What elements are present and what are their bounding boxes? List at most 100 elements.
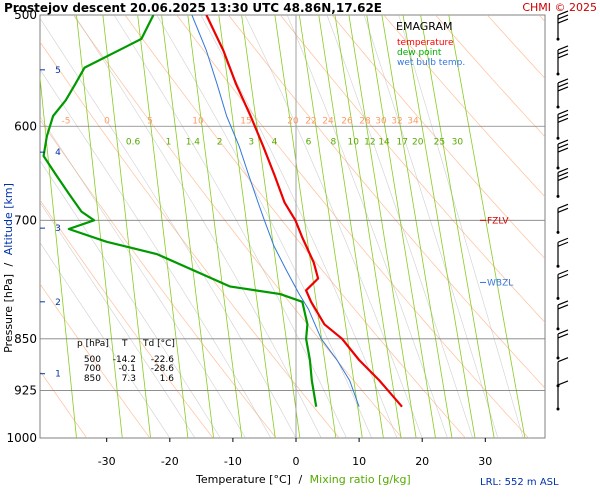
wind-barb-feather (557, 269, 569, 275)
mixing-ratio-line (298, 15, 363, 438)
moist-adiabat-line (40, 68, 272, 438)
mixing-ratio-label: 10 (348, 137, 360, 147)
y-axis-title-pressure: Pressure [hPa] (2, 274, 15, 353)
theta-label: 28 (359, 116, 371, 126)
svg-text:Pressure [hPa] / A: Pressure [hPa] / Altitude [km] (2, 183, 15, 353)
temperature-tick-label: -30 (98, 455, 116, 468)
pressure-tick-label: 500 (14, 8, 37, 22)
dry-adiabat-line (40, 199, 214, 438)
theta-label: 10 (192, 116, 204, 126)
wind-barb-feather (557, 113, 569, 119)
wind-barb-feather (557, 14, 569, 20)
moist-adiabat-line (40, 116, 246, 438)
x-axis-title-mixing: Mixing ratio [g/kg] (310, 473, 411, 486)
theta-label: 34 (407, 116, 419, 126)
theta-label: 5 (147, 116, 153, 126)
temperature-curve (205, 15, 403, 408)
wind-barb (556, 167, 569, 198)
pressure-tick-label: 925 (14, 383, 37, 397)
wind-barb-feather (557, 329, 569, 335)
pressure-ticks: 500 600 700 850 925 1000 (6, 8, 37, 445)
wind-barb (556, 109, 569, 140)
wind-barb (556, 380, 569, 411)
mixing-ratio-line (420, 15, 495, 438)
table-cell: 850 (84, 374, 101, 384)
temperature-tick-label: 30 (478, 455, 492, 468)
wind-barb (556, 237, 569, 268)
wind-barb-feather (557, 117, 569, 123)
pressure-tick-label: 850 (14, 332, 37, 346)
mixing-ratio-label: 17 (397, 137, 408, 147)
fzlv-marker: FZLV (480, 216, 509, 226)
mixing-ratio-line (334, 15, 402, 438)
table-cell: -14.2 (113, 355, 136, 365)
mixing-ratio-line (241, 15, 301, 438)
wind-barb-feather (557, 45, 569, 51)
wind-barb-dot (556, 296, 560, 300)
dry-adiabat-line (279, 15, 545, 324)
dry-adiabat-line (567, 0, 600, 450)
wind-barb-dot (556, 72, 560, 76)
wind-barb-feather (557, 304, 569, 310)
dewpoint-curve (42, 15, 318, 407)
wind-barb-feather (557, 241, 569, 247)
copyright-label: CHMI © 2025 (522, 1, 597, 14)
theta-label: 0 (104, 116, 110, 126)
wind-barb (556, 269, 569, 300)
theta-labels: -5 0 5 10 15 20 22 24 26 28 30 32 34 (62, 116, 419, 126)
table-cell: -0.1 (118, 364, 136, 374)
temperature-tick-label: -10 (224, 455, 242, 468)
altitude-tick-label: 2 (55, 298, 61, 308)
grid-lines (40, 15, 545, 438)
plot-area (39, 14, 546, 439)
wind-barb-feather (557, 49, 569, 55)
wind-barb-feather (557, 300, 569, 306)
moist-adiabats (40, 15, 524, 438)
mixing-ratio-line (40, 73, 77, 438)
theta-label: 26 (341, 116, 353, 126)
pressure-tick-label: 700 (14, 213, 37, 227)
mixing-ratio-label: 25 (434, 137, 445, 147)
mixing-ratio-line (366, 15, 436, 438)
mixing-ratio-label: 30 (452, 137, 464, 147)
wind-barb-dot (556, 37, 560, 41)
theta-label: 22 (305, 116, 316, 126)
wind-barb-feather (557, 167, 569, 173)
temperature-tick-label: 20 (415, 455, 429, 468)
wind-barb-feather (557, 171, 569, 177)
wind-barb-feather (557, 175, 569, 181)
wind-barb-dot (556, 327, 560, 331)
dry-adiabat-line (176, 15, 529, 438)
dry-adiabat-line (124, 15, 466, 438)
wind-barb-feather (557, 10, 569, 16)
profile-curves (42, 15, 403, 408)
wind-barb (556, 300, 569, 331)
moist-adiabat-line (286, 15, 448, 438)
y-axis-title-sep: / (2, 262, 15, 266)
moist-adiabat-line (40, 160, 221, 438)
wind-barb-dot (556, 166, 560, 170)
moist-adiabat-line (326, 15, 473, 438)
wind-barbs (556, 10, 569, 411)
mixing-ratio-label: 12 (364, 137, 375, 147)
mixing-ratio-line (318, 15, 384, 438)
mixing-ratio-line (448, 15, 526, 438)
pressure-tick-label: 600 (14, 119, 37, 133)
altitude-ticks: 1 2 3 4 5 (40, 66, 61, 380)
altitude-tick-label: 1 (55, 370, 61, 380)
x-axis-title-temperature: Temperature [°C] (195, 473, 291, 486)
x-axis-title-sep: / (298, 473, 302, 486)
table-header-td: Td [°C] (142, 339, 175, 349)
mixing-ratio-label: 6 (306, 137, 312, 147)
mixing-ratio-label: 1 (166, 137, 172, 147)
wind-barb-feather (557, 380, 569, 386)
wind-barb-feather (557, 78, 569, 84)
y-axis-title: Pressure [hPa] / Altitude [km] (2, 183, 15, 353)
table-cell: -22.6 (151, 355, 175, 365)
level-table: p [hPa] T Td [°C] 500 -14.2 -22.6 700 -0… (77, 339, 175, 384)
dry-adiabat-line (40, 41, 340, 438)
mixing-ratio-label: 3 (248, 137, 254, 147)
lrl-label: LRL: 552 m ASL (480, 477, 559, 488)
mixing-ratio-label: 20 (412, 137, 424, 147)
wind-barb-dot (556, 194, 560, 198)
